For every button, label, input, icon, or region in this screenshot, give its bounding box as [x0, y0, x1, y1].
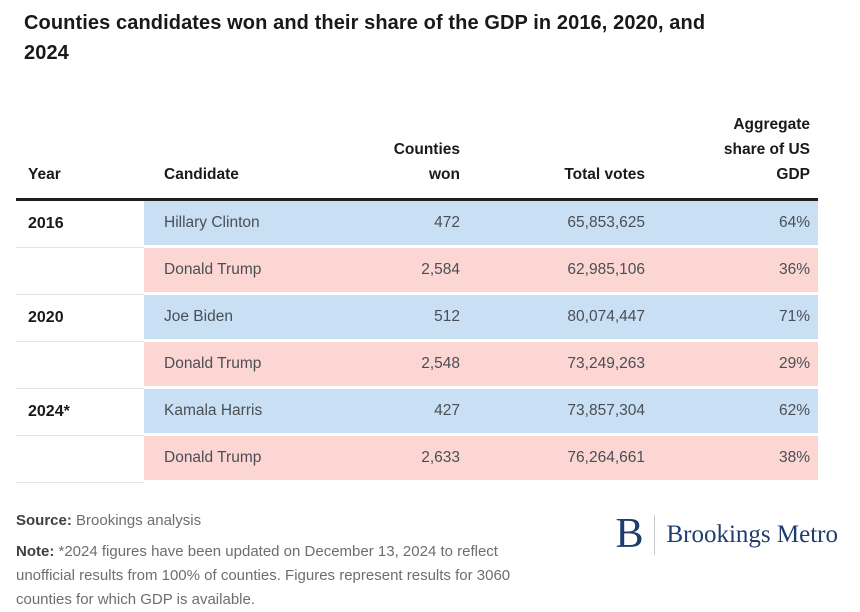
table-row: Donald Trump 2,633 76,264,661 38%	[16, 436, 818, 483]
gdp-share-cell: 64%	[645, 201, 818, 248]
source-and-note: Source: Brookings analysis Note: *2024 f…	[16, 509, 516, 612]
note-text: *2024 figures have been updated on Decem…	[16, 543, 511, 608]
gdp-share-cell: 62%	[645, 389, 818, 436]
figure-footer: Source: Brookings analysis Note: *2024 f…	[16, 509, 844, 612]
table-row: 2020 Joe Biden 512 80,074,447 71%	[16, 295, 818, 342]
table-row: Donald Trump 2,548 73,249,263 29%	[16, 342, 818, 389]
column-header-candidate: Candidate	[164, 166, 239, 183]
candidate-cell: Hillary Clinton	[144, 201, 318, 248]
total-votes-cell: 62,985,106	[460, 248, 645, 295]
source-text: Brookings analysis	[76, 512, 202, 529]
page-title: Counties candidates won and their share …	[24, 12, 706, 64]
candidate-cell: Joe Biden	[144, 295, 318, 342]
total-votes-cell: 80,074,447	[460, 295, 645, 342]
table-row: 2024* Kamala Harris 427 73,857,304 62%	[16, 389, 818, 436]
column-header-counties-won: Counties won	[393, 141, 460, 183]
year-cell: 2020	[16, 295, 144, 342]
column-header-gdp-share: Aggregate share of US GDP	[723, 116, 810, 183]
total-votes-cell: 65,853,625	[460, 201, 645, 248]
table-body: 2016 Hillary Clinton 472 65,853,625 64% …	[16, 201, 818, 483]
brookings-b-icon: B	[615, 511, 644, 558]
note-label: Note:	[16, 543, 55, 560]
source-line: Source: Brookings analysis	[16, 509, 516, 533]
note-line: Note: *2024 figures have been updated on…	[16, 540, 516, 612]
brookings-metro-logo: B Brookings Metro	[615, 511, 838, 558]
gdp-share-cell: 71%	[645, 295, 818, 342]
counties-won-cell: 472	[318, 201, 460, 248]
results-table: Year Candidate Counties won Total votes …	[16, 112, 818, 483]
counties-won-cell: 2,584	[318, 248, 460, 295]
source-label: Source:	[16, 512, 72, 529]
gdp-share-cell: 36%	[645, 248, 818, 295]
candidate-cell: Donald Trump	[144, 436, 318, 483]
candidate-cell: Kamala Harris	[144, 389, 318, 436]
counties-won-cell: 427	[318, 389, 460, 436]
logo-wordmark: Brookings Metro	[666, 521, 838, 548]
year-cell	[16, 248, 144, 295]
counties-won-cell: 2,548	[318, 342, 460, 389]
year-cell: 2016	[16, 201, 144, 248]
table-header-row: Year Candidate Counties won Total votes …	[16, 112, 818, 201]
gdp-share-cell: 29%	[645, 342, 818, 389]
candidate-cell: Donald Trump	[144, 248, 318, 295]
total-votes-cell: 73,249,263	[460, 342, 645, 389]
column-header-total-votes: Total votes	[564, 166, 645, 183]
table-row: Donald Trump 2,584 62,985,106 36%	[16, 248, 818, 295]
year-cell	[16, 342, 144, 389]
table-row: 2016 Hillary Clinton 472 65,853,625 64%	[16, 201, 818, 248]
column-header-year: Year	[28, 166, 61, 183]
year-cell: 2024*	[16, 389, 144, 436]
total-votes-cell: 73,857,304	[460, 389, 645, 436]
counties-won-cell: 512	[318, 295, 460, 342]
candidate-cell: Donald Trump	[144, 342, 318, 389]
gdp-share-cell: 38%	[645, 436, 818, 483]
total-votes-cell: 76,264,661	[460, 436, 645, 483]
year-cell	[16, 436, 144, 483]
logo-divider	[654, 515, 656, 555]
counties-won-cell: 2,633	[318, 436, 460, 483]
